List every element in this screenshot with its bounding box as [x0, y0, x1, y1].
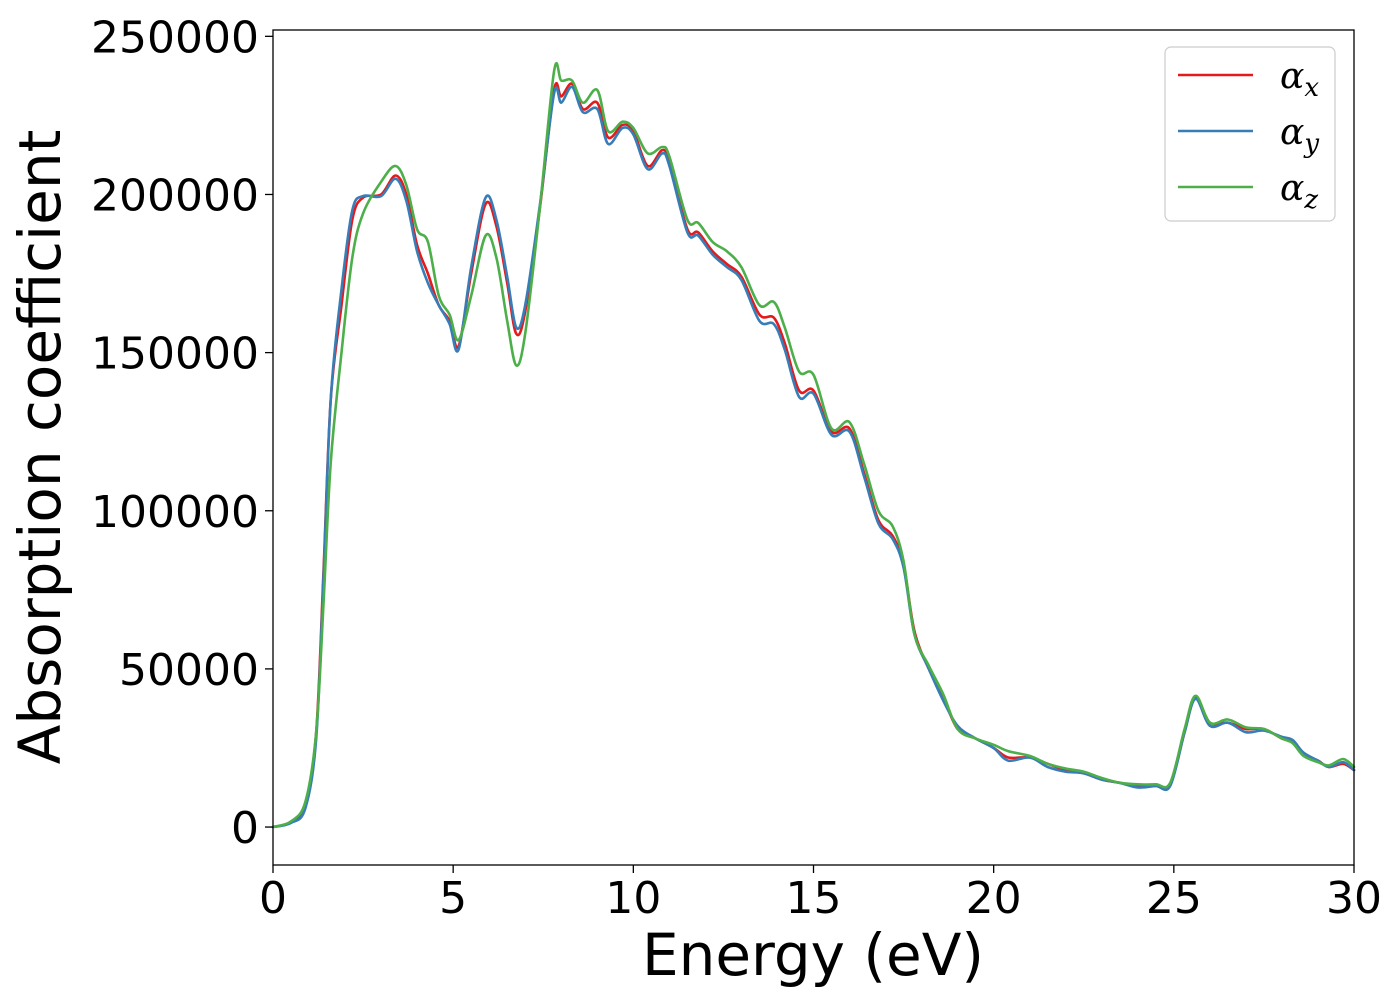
x-tick-label: 10 [605, 873, 661, 924]
legend-symbol: α [1280, 56, 1304, 97]
y-tick-label: 150000 [91, 329, 259, 380]
legend-subscript: x [1304, 73, 1319, 103]
legend-symbol: α [1280, 112, 1304, 153]
legend-symbol: α [1280, 168, 1304, 209]
series-line-y [271, 85, 1356, 829]
legend-label-y: αy [1280, 112, 1319, 159]
legend-box [1164, 46, 1336, 222]
legend-label-x: αx [1280, 56, 1319, 103]
series-line-z [271, 61, 1356, 829]
legend-label-z: αz [1280, 168, 1318, 215]
series-layer [271, 61, 1356, 829]
x-axis-title: Energy (eV) [642, 921, 984, 989]
x-tick-label: 15 [786, 873, 842, 924]
x-axis-ticks: 0 5 10 15 20 25 30 [259, 865, 1382, 924]
legend-subscript: y [1303, 129, 1319, 159]
x-tick-label: 0 [259, 873, 287, 924]
x-tick-label: 20 [966, 873, 1022, 924]
x-tick-label: 25 [1146, 873, 1202, 924]
y-tick-label: 100000 [91, 487, 259, 538]
y-axis-title: Absorption coefficient [6, 130, 74, 765]
y-axis-ticks: 0 50000 100000 150000 200000 250000 [91, 12, 273, 854]
y-tick-label: 200000 [91, 170, 259, 221]
legend-subscript: z [1303, 185, 1318, 215]
x-tick-label: 30 [1326, 873, 1382, 924]
y-tick-label: 0 [231, 803, 259, 854]
x-tick-label: 5 [439, 873, 467, 924]
y-tick-label: 50000 [119, 645, 259, 696]
y-tick-label: 250000 [91, 12, 259, 63]
